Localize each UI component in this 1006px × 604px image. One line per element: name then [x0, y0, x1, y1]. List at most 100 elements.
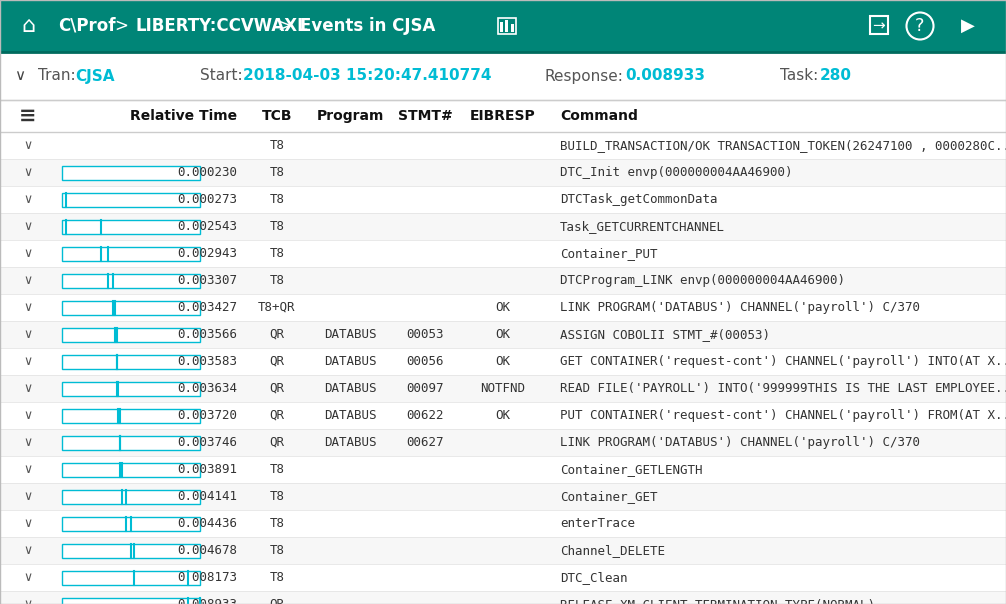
Text: ∨: ∨	[23, 328, 32, 341]
Text: T8: T8	[270, 247, 285, 260]
Text: QR: QR	[270, 436, 285, 449]
Text: ∨: ∨	[23, 139, 32, 152]
Text: OK: OK	[496, 328, 510, 341]
Bar	[62, 193, 200, 207]
Bar	[62, 246, 200, 260]
Bar	[0, 537, 1006, 564]
Text: 00627: 00627	[406, 436, 444, 449]
Bar	[0, 132, 1006, 159]
Bar	[62, 355, 200, 368]
Text: 0.008173: 0.008173	[177, 571, 237, 584]
Text: DTCProgram_LINK envp(000000004AA46900): DTCProgram_LINK envp(000000004AA46900)	[560, 274, 845, 287]
Text: ∨: ∨	[23, 409, 32, 422]
Bar	[62, 408, 200, 423]
Bar	[0, 159, 1006, 186]
Text: T8: T8	[270, 517, 285, 530]
Bar	[0, 52, 1006, 100]
Text: TCB: TCB	[262, 109, 293, 123]
Text: Program: Program	[316, 109, 383, 123]
Bar	[62, 597, 200, 604]
Bar	[511, 24, 514, 32]
Bar	[870, 16, 888, 34]
Text: 0.002943: 0.002943	[177, 247, 237, 260]
Text: T8: T8	[270, 274, 285, 287]
Text: Task_GETCURRENTCHANNEL: Task_GETCURRENTCHANNEL	[560, 220, 725, 233]
Text: T8: T8	[270, 166, 285, 179]
Text: Container_GET: Container_GET	[560, 490, 658, 503]
Text: GET CONTAINER('request-cont') CHANNEL('payroll') INTO(AT X...: GET CONTAINER('request-cont') CHANNEL('p…	[560, 355, 1006, 368]
Text: DTCTask_getCommonData: DTCTask_getCommonData	[560, 193, 717, 206]
Text: ∨: ∨	[23, 598, 32, 604]
Text: ∨: ∨	[23, 166, 32, 179]
Text: QR: QR	[270, 382, 285, 395]
Bar	[500, 22, 503, 32]
Bar	[0, 213, 1006, 240]
Text: T8: T8	[270, 139, 285, 152]
Text: ≡: ≡	[19, 106, 37, 126]
Text: 0.003634: 0.003634	[177, 382, 237, 395]
Bar	[62, 435, 200, 449]
Text: ∨: ∨	[23, 193, 32, 206]
Text: Relative Time: Relative Time	[130, 109, 237, 123]
Text: 0.000230: 0.000230	[177, 166, 237, 179]
Text: T8: T8	[270, 544, 285, 557]
Text: 00622: 00622	[406, 409, 444, 422]
Text: 0.004141: 0.004141	[177, 490, 237, 503]
Text: T8+QR: T8+QR	[259, 301, 296, 314]
Text: T8: T8	[270, 220, 285, 233]
Text: STMT#: STMT#	[397, 109, 453, 123]
Bar	[0, 267, 1006, 294]
Text: QR: QR	[270, 355, 285, 368]
Text: Container_GETLENGTH: Container_GETLENGTH	[560, 463, 702, 476]
Text: BUILD_TRANSACTION/OK TRANSACTION_TOKEN(26247100 , 0000280C...: BUILD_TRANSACTION/OK TRANSACTION_TOKEN(2…	[560, 139, 1006, 152]
Text: 0.003307: 0.003307	[177, 274, 237, 287]
Text: 00097: 00097	[406, 382, 444, 395]
Text: ∨: ∨	[23, 436, 32, 449]
Bar	[62, 463, 200, 477]
Text: ∨: ∨	[23, 517, 32, 530]
Bar	[0, 0, 1006, 52]
Bar	[0, 483, 1006, 510]
Text: ∨: ∨	[14, 68, 25, 83]
Text: QR: QR	[270, 598, 285, 604]
Text: Tran:: Tran:	[38, 68, 75, 83]
Text: enterTrace: enterTrace	[560, 517, 635, 530]
Bar	[62, 516, 200, 530]
Text: 00056: 00056	[406, 355, 444, 368]
Text: DTC_Init envp(000000004AA46900): DTC_Init envp(000000004AA46900)	[560, 166, 793, 179]
Bar	[0, 240, 1006, 267]
Bar	[0, 510, 1006, 537]
Text: T8: T8	[270, 571, 285, 584]
Text: 00053: 00053	[406, 328, 444, 341]
Text: 0.000273: 0.000273	[177, 193, 237, 206]
Bar	[62, 165, 200, 179]
Text: Channel_DELETE: Channel_DELETE	[560, 544, 665, 557]
Bar	[498, 18, 516, 34]
Text: Start:: Start:	[200, 68, 242, 83]
Text: ∨: ∨	[23, 301, 32, 314]
Bar	[0, 294, 1006, 321]
Text: OK: OK	[496, 355, 510, 368]
Text: ∨: ∨	[23, 247, 32, 260]
Bar	[0, 564, 1006, 591]
Bar	[62, 219, 200, 234]
Text: ⌂: ⌂	[21, 16, 35, 36]
Text: 280: 280	[820, 68, 852, 83]
Text: DATABUS: DATABUS	[324, 355, 376, 368]
Text: LINK PROGRAM('DATABUS') CHANNEL('payroll') C/370: LINK PROGRAM('DATABUS') CHANNEL('payroll…	[560, 436, 920, 449]
Text: 0.003427: 0.003427	[177, 301, 237, 314]
Text: Command: Command	[560, 109, 638, 123]
Text: Events in CJSA: Events in CJSA	[300, 17, 436, 35]
Text: OK: OK	[496, 301, 510, 314]
Text: 0.003720: 0.003720	[177, 409, 237, 422]
Text: DATABUS: DATABUS	[324, 409, 376, 422]
Text: QR: QR	[270, 409, 285, 422]
Bar	[0, 321, 1006, 348]
Text: Response:: Response:	[545, 68, 624, 83]
Text: ?: ?	[915, 17, 925, 35]
Bar	[62, 489, 200, 504]
Text: PUT CONTAINER('request-cont') CHANNEL('payroll') FROM(AT X...: PUT CONTAINER('request-cont') CHANNEL('p…	[560, 409, 1006, 422]
Text: 0.008933: 0.008933	[625, 68, 705, 83]
Text: 0.003891: 0.003891	[177, 463, 237, 476]
Bar	[62, 571, 200, 585]
